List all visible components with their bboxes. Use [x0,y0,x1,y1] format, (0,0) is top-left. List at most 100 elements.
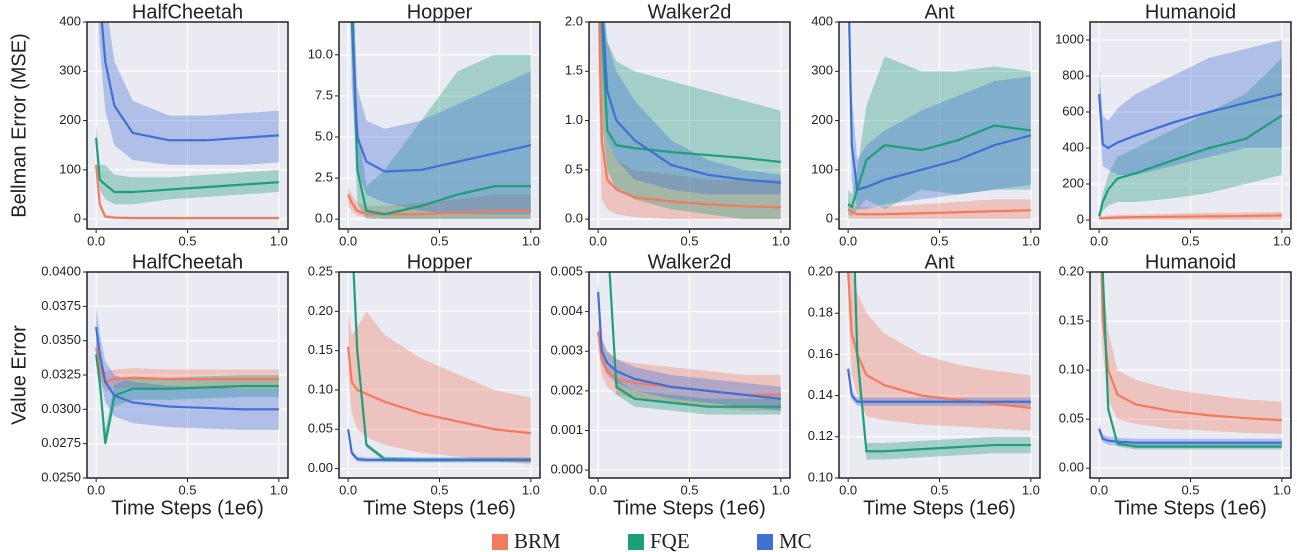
plot-frame [588,21,791,230]
y-tick-label: 0.15 [1059,312,1084,327]
y-tick-label: 0.25 [308,263,333,278]
legend-label: MC [779,529,812,552]
x-axis-label: Time Steps (1e6) [111,497,264,519]
y-tick-label: 0.0275 [41,435,81,450]
x-tick-label: 1.0 [270,233,288,248]
series-line [601,22,781,184]
plot-area [95,306,279,448]
x-axis-label: Time Steps (1e6) [863,497,1016,519]
series-line [347,429,531,462]
subplot-title: Humanoid [1145,1,1236,23]
subplot-title: Walker2d [648,251,732,273]
x-tick-label: 0.0 [339,482,357,497]
x-tick-label: 1.0 [270,482,288,497]
y-tick-label: 0.18 [808,305,833,320]
y-tick-label: 0.20 [1059,263,1084,278]
y-tick-label: 200 [811,112,833,127]
y-tick-label: 100 [811,161,833,176]
plot-area [1098,40,1283,220]
x-tick-label: 0.0 [1090,233,1108,248]
subplot: 0.0 0.5 1.0 0.10 0.12 0.14 0.16 0.18 0.20 Ant Time… [808,251,1041,519]
legend: BRM FQE MC [492,529,812,552]
y-tick-label: 0 [1077,211,1084,226]
series-line [95,326,279,411]
plot-frame [588,271,791,479]
x-tick-label: 0.5 [178,482,196,497]
y-tick-label: 0.0325 [41,366,81,381]
subplot: 0.0 0.5 1.0 0.0250 0.0275 0.0300 0.0325 0.0350 0… [8,251,289,519]
plot-frame [338,271,541,479]
y-tick-label: 0.0400 [41,263,81,278]
y-tick-label: 0.16 [808,346,833,361]
confidence-band [350,22,531,215]
y-tick-label: 300 [59,63,81,78]
legend-swatch [628,534,644,550]
y-tick-label: 0.0300 [41,401,81,416]
plot-frame [1089,21,1292,230]
y-tick-label: 200 [59,112,81,127]
plot-frame [1089,271,1292,479]
series-line [598,22,781,209]
series-line [847,124,1032,209]
series-line [608,272,781,408]
x-tick-label: 1.0 [772,233,790,248]
subplot-title: Ant [924,1,954,23]
y-tick-label: 1.0 [565,112,583,127]
x-tick-label: 0.5 [1181,233,1199,248]
subplot: 0.0 0.5 1.0 0.0 2.5 5.0 7.5 10.0 Hopper [308,1,541,248]
x-tick-label: 0.5 [430,482,448,497]
confidence-band [848,22,1031,210]
confidence-band [848,272,1031,431]
subplot: 0.0 0.5 1.0 0.0 0.5 1.0 1.5 2.0 Walker2d [565,1,791,248]
subplot: 0.0 0.5 1.0 0 100 200 300 400 HalfCheetah Bellman… [8,1,289,248]
confidence-band [1099,58,1282,220]
y-tick-label: 0.20 [808,263,833,278]
y-tick-label: 0.10 [808,469,833,484]
y-axis-label: Bellman Error (MSE) [8,33,30,217]
y-tick-label: 2.5 [315,170,333,185]
y-tick-label: 200 [1062,175,1084,190]
y-tick-label: 0.15 [308,342,333,357]
x-tick-label: 0.5 [680,482,698,497]
confidence-band [348,426,531,463]
x-tick-label: 0.0 [87,482,105,497]
subplot-title: Ant [924,251,954,273]
subplot-title: Walker2d [648,1,732,23]
series-line [848,22,1032,191]
x-tick-label: 0.0 [339,233,357,248]
x-tick-label: 0.0 [839,482,857,497]
subplot: 0.0 0.5 1.0 0 200 400 600 800 1000 Humanoid [1055,1,1292,248]
x-tick-label: 0.0 [839,233,857,248]
series-line [1098,92,1283,150]
series-line [1099,214,1282,220]
y-tick-label: 2.0 [565,13,583,28]
legend-swatch [757,534,773,550]
y-tick-label: 0.5 [565,161,583,176]
legend-label: BRM [514,529,561,552]
y-tick-label: 0.001 [550,422,583,437]
x-axis-label: Time Steps (1e6) [1114,497,1267,519]
y-tick-label: 0.000 [550,462,583,477]
series-line [100,22,279,142]
x-tick-label: 1.0 [1022,482,1040,497]
confidence-band [854,272,1031,460]
y-tick-label: 1.5 [565,63,583,78]
y-tick-label: 300 [811,63,833,78]
x-tick-label: 1.0 [522,233,540,248]
plot-area [1098,272,1282,450]
confidence-band [1100,272,1282,434]
y-tick-label: 0.004 [550,303,583,318]
x-tick-label: 0.5 [430,233,448,248]
y-tick-label: 0 [74,211,81,226]
x-tick-label: 1.0 [772,482,790,497]
confidence-band [598,22,781,220]
x-tick-label: 0.5 [680,233,698,248]
y-tick-label: 0.10 [1059,362,1084,377]
subplot-title: Hopper [407,251,473,273]
y-tick-label: 5.0 [315,128,333,143]
x-axis-label: Time Steps (1e6) [613,497,766,519]
x-tick-label: 0.0 [589,482,607,497]
x-tick-label: 1.0 [1273,233,1291,248]
series-line [95,137,279,194]
